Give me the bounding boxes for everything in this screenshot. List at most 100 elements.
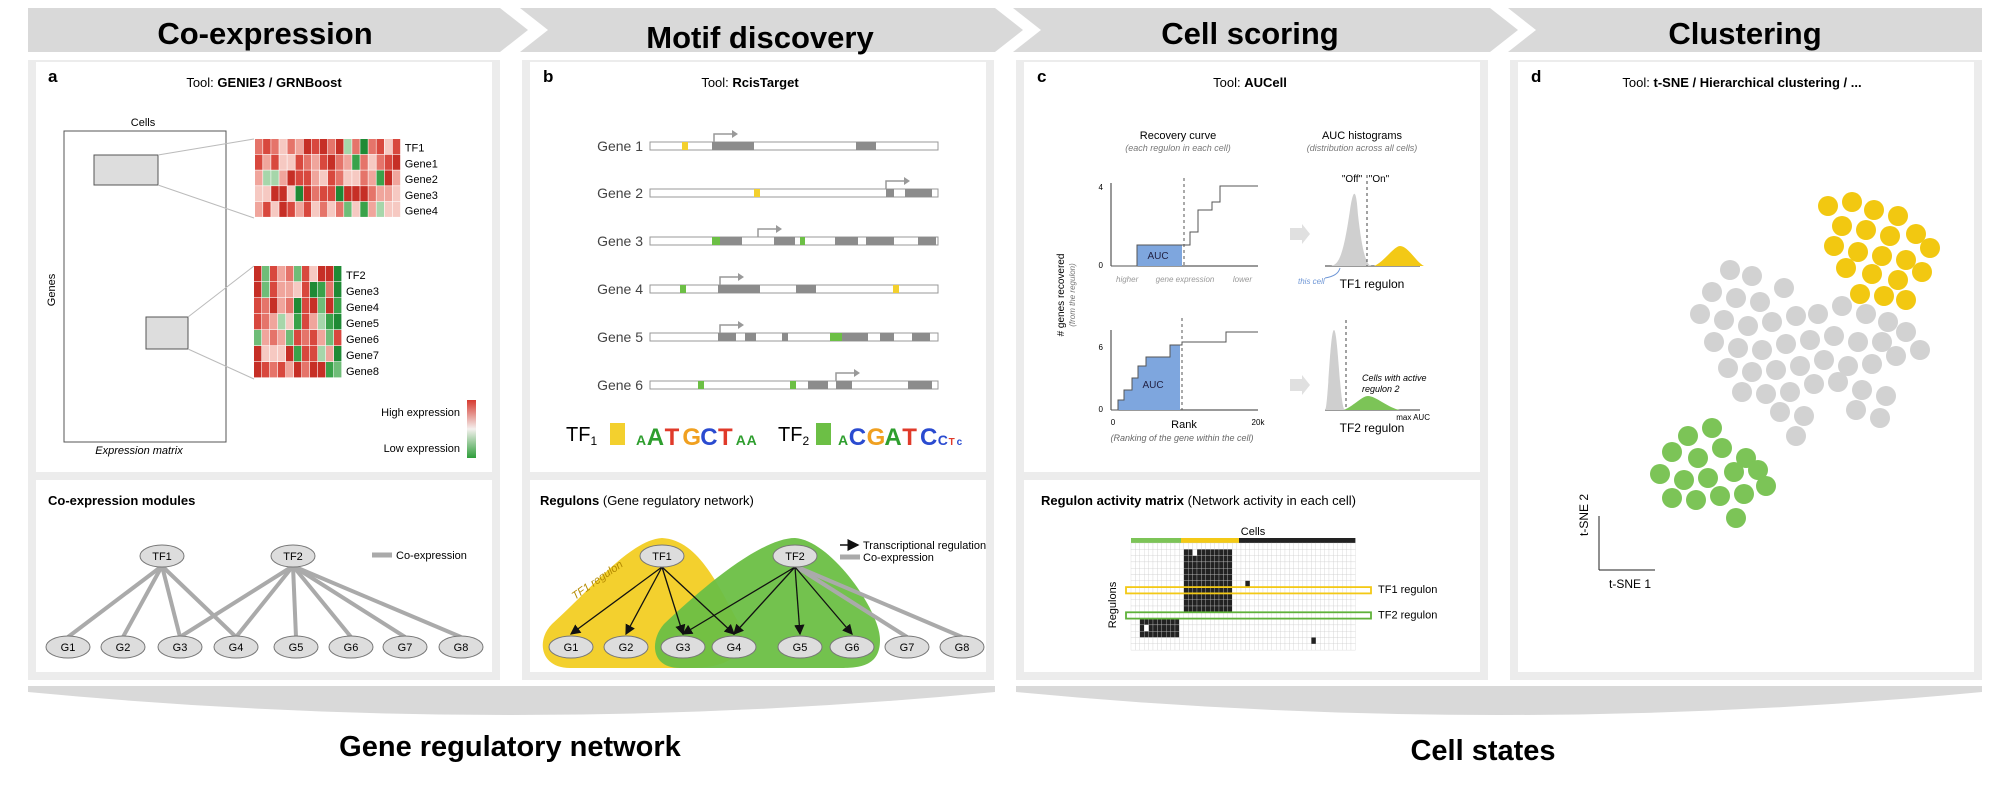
matrix-cell: [1262, 555, 1268, 563]
matrix-cell: [1342, 574, 1347, 581]
matrix-cell: [1166, 593, 1171, 600]
gene-track-line: [649, 188, 939, 198]
heatmap-cell: [263, 139, 271, 155]
matrix-cell: [1205, 542, 1211, 550]
matrix-cell: [1218, 561, 1224, 569]
gene-node-g3: [660, 635, 706, 659]
matrix-cell: [1333, 618, 1338, 626]
heatmap-cell: [262, 330, 270, 346]
matrix-cell: [1232, 599, 1237, 607]
heatmap-cell: [336, 139, 344, 155]
gene-node-label: G2: [116, 642, 131, 654]
matrix-cell: [1276, 561, 1281, 569]
matrix-cell: [1333, 549, 1338, 556]
matrix-cell: [1280, 643, 1286, 651]
on-label: "On": [1369, 174, 1390, 185]
heatmap-cell: [376, 186, 384, 202]
tf2-binding-site: [800, 237, 805, 245]
genes-label: Genes: [46, 273, 58, 306]
matrix-cell: [1293, 643, 1299, 651]
matrix-cell: [1183, 574, 1189, 581]
heatmap-module-2: TF2 Gene3 Gene4 Gene5 Gene6 Gene7 Gene8: [254, 266, 379, 378]
heatmap-cell: [278, 266, 286, 282]
matrix-cell: [1148, 618, 1154, 626]
matrix-cell: [1201, 549, 1206, 556]
cell-point-yellow: [1818, 196, 1838, 216]
matrix-cell: [1139, 580, 1145, 588]
cell-point-yellow: [1872, 246, 1892, 266]
matrix-cell: [1258, 580, 1264, 588]
matrix-cell: [1152, 574, 1158, 581]
matrix-cell: [1205, 624, 1211, 632]
cell-point-gray: [1794, 406, 1814, 426]
gene-node-label: G7: [900, 642, 915, 654]
heatmap-row-label: TF2: [346, 270, 366, 282]
matrix-cell: [1161, 631, 1167, 638]
matrix-cell: [1232, 631, 1237, 638]
heatmap-module-1: TF1 Gene1 Gene2 Gene3 Gene4: [255, 139, 438, 218]
matrix-cell: [1201, 624, 1206, 632]
stage-title-motif: Motif discovery: [646, 20, 874, 55]
matrix-cell: [1170, 580, 1176, 588]
matrix-cell: [1289, 593, 1294, 600]
heatmap-cell: [334, 298, 342, 314]
matrix-cell: [1293, 561, 1299, 569]
matrix-cell: [1289, 612, 1294, 619]
matrix-cell: [1227, 555, 1233, 563]
matrix-cell: [1276, 555, 1281, 563]
gene-exon: [905, 189, 932, 197]
matrix-cell: [1183, 618, 1189, 626]
heatmap-cell: [286, 282, 294, 298]
matrix-cell: [1240, 593, 1246, 600]
matrix-cell: [1240, 631, 1246, 638]
heatmap-cell: [294, 362, 302, 378]
matrix-cell: [1183, 542, 1189, 550]
matrix-cell: [1139, 586, 1145, 594]
cell-point-yellow: [1906, 224, 1926, 244]
legend-regulation: Transcriptional regulation: [863, 540, 986, 552]
matrix-cell: [1328, 643, 1334, 651]
on-distribution: [1344, 396, 1400, 410]
matrix-cell: [1280, 612, 1286, 619]
heatmap-cell: [287, 170, 295, 186]
gene-node-label: G2: [619, 642, 634, 654]
modules-title: Co-expression modules: [48, 493, 195, 508]
matrix-cell: [1166, 586, 1171, 594]
matrix-cell: [1232, 568, 1237, 575]
matrix-cell: [1166, 561, 1171, 569]
heatmap-cell: [319, 139, 328, 155]
matrix-cell: [1271, 643, 1277, 651]
matrix-cell: [1240, 599, 1246, 607]
matrix-cell: [1240, 580, 1246, 588]
matrix-cell: [1196, 599, 1202, 607]
matrix-cell: [1183, 586, 1189, 594]
cell-point-green: [1662, 488, 1682, 508]
matrix-cell: [1302, 561, 1308, 569]
heatmap-cell: [334, 330, 342, 346]
matrix-cell: [1315, 542, 1321, 550]
heatmap-cell: [279, 139, 287, 155]
motif-letter: G: [867, 424, 886, 451]
cell-point-gray: [1774, 278, 1794, 298]
matrix-cell: [1205, 568, 1211, 575]
matrix-cell: [1196, 580, 1202, 588]
matrix-cell: [1223, 574, 1228, 581]
matrix-cell: [1280, 561, 1286, 569]
matrix-cell: [1315, 612, 1321, 619]
matrix-cell: [1311, 555, 1316, 563]
matrix-cell: [1218, 542, 1224, 550]
matrix-cell: [1201, 555, 1206, 563]
matrix-cell: [1328, 612, 1334, 619]
cell-point-gray: [1852, 380, 1872, 400]
matrix-cell: [1271, 561, 1277, 569]
gene-node-g6: [829, 635, 875, 659]
matrix-cell: [1188, 574, 1193, 581]
matrix-cell: [1236, 643, 1242, 651]
heatmap-cell: [392, 139, 401, 155]
matrix-cell: [1254, 542, 1259, 550]
matrix-cell: [1196, 624, 1202, 632]
matrix-cell: [1170, 624, 1176, 632]
matrix-cell: [1245, 637, 1250, 644]
matrix-cell: [1152, 599, 1158, 607]
matrix-cell: [1218, 568, 1224, 575]
